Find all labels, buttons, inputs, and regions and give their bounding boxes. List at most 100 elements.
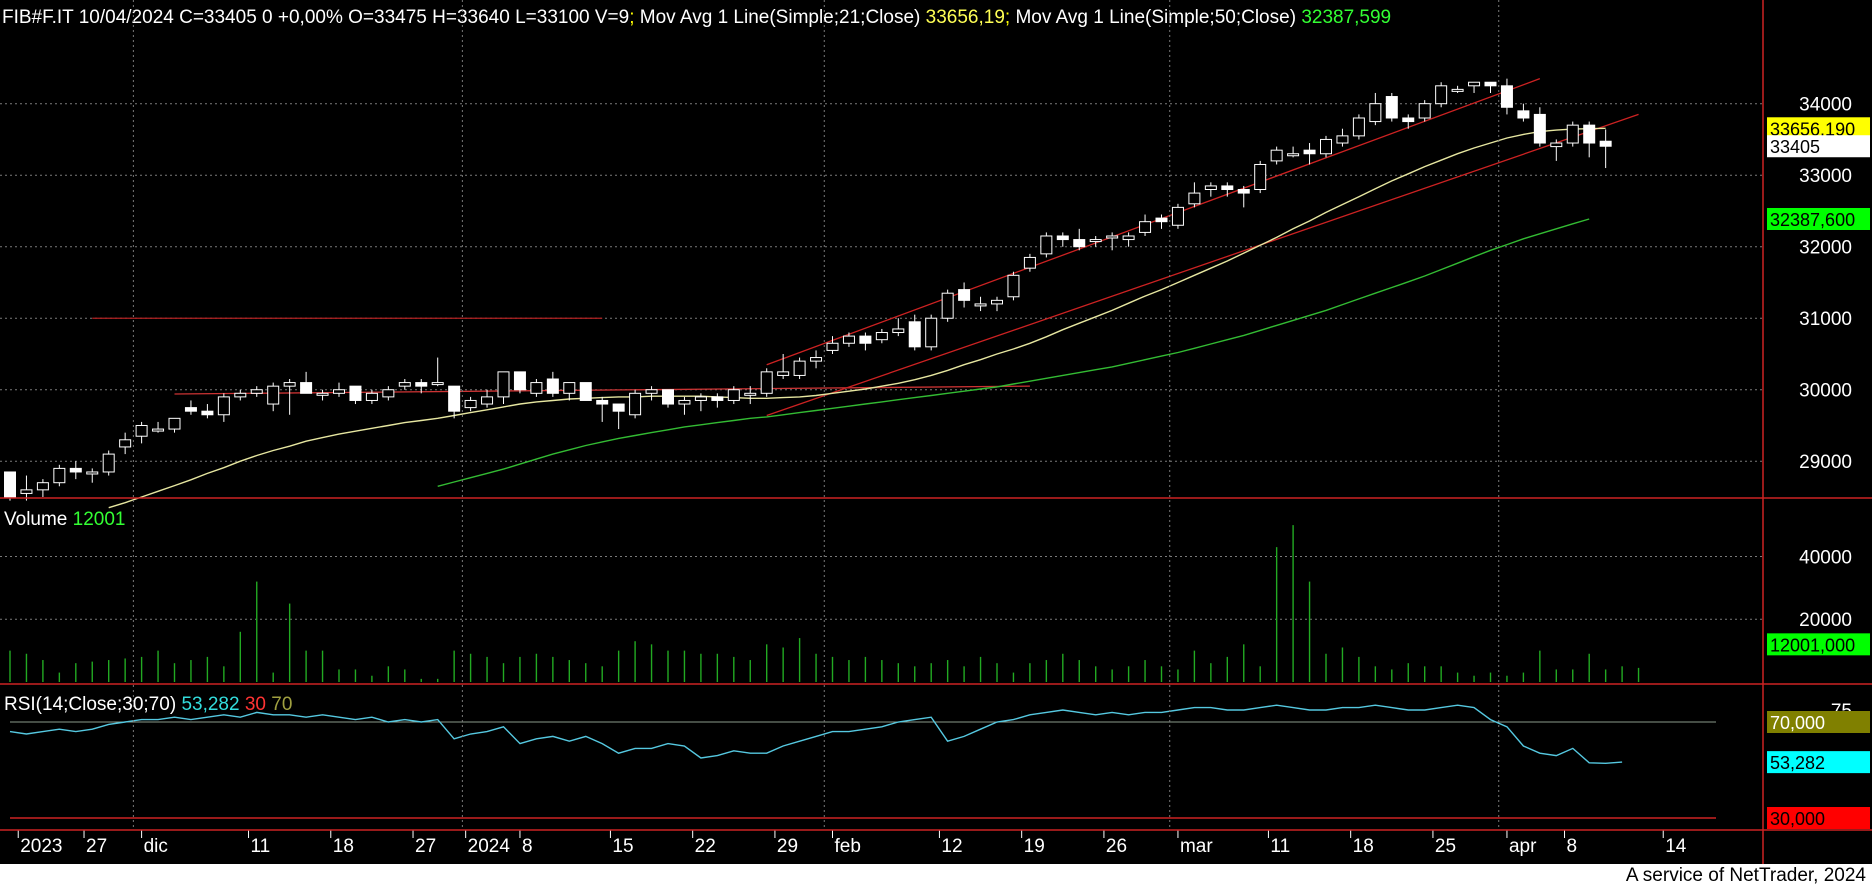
candle-body [1435, 85, 1448, 105]
candle-body [152, 428, 165, 432]
candle-body [629, 392, 642, 416]
candle-body [892, 328, 905, 334]
candle-body [1204, 185, 1217, 191]
candle-body [382, 389, 395, 398]
x-tick-label: 8 [522, 836, 533, 857]
candle-body [875, 332, 888, 341]
change-label: 0 +0,00% [262, 7, 343, 28]
candle-body [694, 396, 707, 401]
price-tick-label: 29000 [1799, 452, 1852, 473]
x-tick-label: 15 [612, 836, 633, 857]
rsi-label: RSI(14;Close;30;70) [4, 694, 176, 715]
x-tick-label: 22 [695, 836, 716, 857]
candle-body [760, 371, 773, 394]
ma21-line [108, 127, 1606, 509]
candle-body [349, 385, 362, 401]
candle-body [234, 392, 247, 398]
candle-body [1385, 96, 1398, 119]
candle-body [1089, 239, 1102, 243]
x-tick-label: 12 [941, 836, 962, 857]
candle-body [86, 471, 99, 475]
candle-body [842, 335, 855, 344]
candle-body [1155, 217, 1168, 223]
high-label: H=33640 [432, 7, 510, 28]
price-tick-label: 32000 [1799, 238, 1852, 259]
candle-body [36, 482, 49, 491]
price-tick-label: 30000 [1799, 381, 1852, 402]
candle-body [1336, 135, 1349, 144]
price-value-tag-label: 33656.190 [1770, 119, 1855, 139]
rsi-low-level: 30 [245, 694, 266, 715]
x-tick-label: 14 [1665, 836, 1687, 857]
candle-body [300, 382, 313, 394]
candle-body [612, 403, 625, 412]
candle-body [1122, 235, 1135, 241]
candle-body [596, 399, 609, 405]
footer-credit: A service of NetTrader, 2024 [0, 864, 1872, 888]
candle-body [1500, 85, 1513, 108]
rsi-header: RSI(14;Close;30;70) 53,282 30 70 [4, 694, 292, 715]
candle-body [1566, 124, 1579, 144]
x-tick-label: 27 [415, 836, 436, 857]
candle-body [481, 396, 494, 405]
price-panel: FIB#F.IT 10/04/2024 C=33405 0 +0,00% O=3… [0, 7, 1870, 509]
candle-body [958, 289, 971, 301]
candle-body [415, 382, 428, 387]
candle-body [1352, 117, 1365, 137]
rsi-line [9, 704, 1623, 765]
price-tick-label: 34000 [1799, 95, 1852, 116]
candle-body [530, 382, 543, 394]
candle-body [1188, 192, 1201, 205]
candle-body [1451, 88, 1464, 92]
close-label: C=33405 [179, 7, 257, 28]
ticker-label: FIB#F.IT [2, 7, 74, 28]
x-tick-label: dic [144, 836, 168, 857]
candle-body [678, 399, 691, 405]
date-label: 10/04/2024 [79, 7, 175, 28]
candle-body [1583, 124, 1596, 144]
candle-body [1599, 140, 1612, 147]
x-tick-label: 27 [86, 836, 107, 857]
candle-body [826, 342, 839, 351]
price-header: FIB#F.IT 10/04/2024 C=33405 0 +0,00% O=3… [2, 7, 1391, 28]
volume-header-label: V=9 [595, 7, 629, 28]
candle-body [793, 360, 806, 376]
candle-body [333, 389, 345, 394]
candle-body [711, 396, 724, 401]
rsi-value-tag-label: 30,000 [1770, 809, 1825, 829]
ma21-label: Mov Avg 1 Line(Simple;21;Close) [640, 7, 921, 28]
low-label: L=33100 [515, 7, 590, 28]
candle-body [119, 439, 132, 448]
candle-body [777, 371, 790, 376]
rsi-value-tag-label: 53,282 [1770, 753, 1825, 773]
candle-body [744, 392, 757, 396]
candle-body [925, 317, 938, 348]
candle-body [1468, 81, 1481, 87]
x-tick-label: 8 [1567, 836, 1578, 857]
rsi-value-tag [1767, 751, 1870, 774]
candle-body [810, 357, 823, 362]
candle-body [1287, 153, 1300, 157]
upper-channel-line [766, 78, 1541, 366]
candle-body [135, 424, 148, 437]
candle-body [1418, 103, 1431, 119]
candle-body [217, 396, 230, 416]
candle-body [250, 389, 263, 394]
candle-body [201, 410, 214, 416]
price-value-tag [1767, 117, 1870, 140]
candle-body [1484, 81, 1497, 87]
panel-frame [0, 0, 1872, 864]
candle-body [1040, 235, 1053, 255]
price-value-tag-label: 32387,600 [1770, 210, 1855, 230]
volume-value: 12001 [73, 509, 126, 530]
price-value-tag [1767, 207, 1870, 230]
rsi-value-tag-label: 70,000 [1770, 713, 1825, 733]
candle-body [1402, 117, 1415, 123]
volume-tick-label: 40000 [1799, 547, 1852, 568]
x-tick-label: 11 [251, 836, 271, 857]
candle-body [1320, 138, 1332, 155]
candle-body [1517, 110, 1530, 119]
x-tick-label: 18 [1353, 836, 1374, 857]
rsi-value-tag [1767, 807, 1870, 829]
